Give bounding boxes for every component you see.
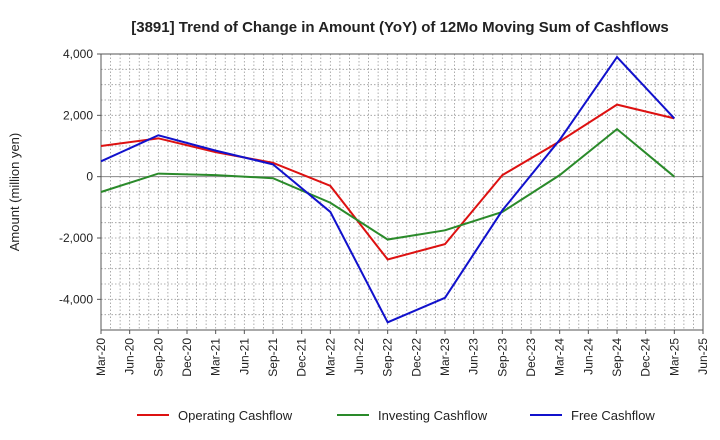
legend-label-0: Operating Cashflow [178,408,293,423]
x-tick-label: Sep-21 [266,338,280,377]
series-line-0 [100,103,675,261]
legend-label-2: Free Cashflow [571,408,655,423]
x-tick-label: Mar-22 [323,338,337,376]
x-tick-label: Mar-21 [209,338,223,376]
series-line-2 [100,55,676,324]
y-tick-label: -2,000 [59,231,93,245]
y-tick-label: 2,000 [63,108,93,122]
series-line-1 [100,127,675,241]
x-tick-label: Jun-20 [123,338,137,375]
x-tick-label: Dec-20 [180,338,194,377]
x-tick-label: Jun-25 [696,338,710,375]
x-tick-label: Jun-24 [581,338,595,375]
x-tick-label: Jun-22 [352,338,366,375]
x-tick-label: Sep-22 [381,338,395,377]
chart-title: [3891] Trend of Change in Amount (YoY) o… [131,19,669,36]
y-tick-label: 4,000 [63,47,93,61]
x-tick-label: Dec-21 [295,338,309,377]
y-tick-label: -4,000 [59,292,93,306]
y-tick-label: 0 [86,170,93,184]
x-tick-label: Sep-24 [610,338,624,377]
x-tick-label: Mar-25 [667,338,681,376]
x-tick-label: Jun-21 [237,338,251,375]
legend: Operating Cashflow Investing Cashflow Free… [137,408,655,423]
y-axis-label: Amount (million yen) [7,133,22,252]
x-tick-label: Dec-22 [409,338,423,377]
x-tick-label: Mar-24 [553,338,567,376]
x-tick-label: Sep-20 [151,338,165,377]
x-tick-label: Mar-23 [438,338,452,376]
x-tick-label: Dec-23 [524,338,538,377]
x-tick-label: Dec-24 [639,338,653,377]
x-tick-label: Sep-23 [495,338,509,377]
x-tick-label: Jun-23 [467,338,481,375]
x-tick-label: Mar-20 [94,338,108,376]
legend-label-1: Investing Cashflow [378,408,488,423]
plot-area: 4,000 2,000 0 -2,000 -4,000 Mar-20 Jun-20 Sep-2… [59,47,710,377]
